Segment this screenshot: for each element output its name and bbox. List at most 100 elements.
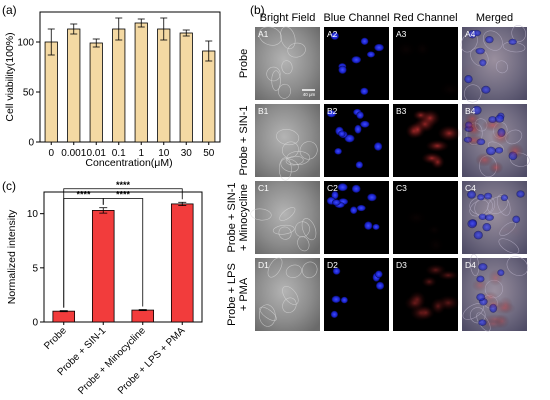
panel-b-red-signal	[427, 236, 445, 254]
panel-b-tile-label: B2	[327, 106, 338, 116]
panel-b-red-signal	[506, 143, 524, 159]
panel-b-red-signal	[419, 109, 441, 127]
panel-b-cell-outline	[299, 141, 318, 160]
panel-c-y-axis-label: Normalized intensity	[6, 209, 18, 304]
panel-c-significance-bracket	[63, 188, 183, 308]
panel-b-tile-label: D1	[258, 260, 269, 270]
panel-b-red-signal	[488, 269, 504, 287]
panel-b-cell-outline	[280, 158, 299, 173]
panel-c-significance-label: ****	[116, 180, 131, 190]
panel-b-cell-outline	[482, 30, 503, 51]
panel-b-nucleus	[332, 267, 341, 275]
panel-b-cell-outline	[496, 194, 511, 216]
panel-b-nucleus	[344, 134, 355, 143]
panel-b-cell-outline	[258, 26, 282, 46]
panel-c-y-tick-label: 10	[27, 209, 39, 220]
panel-b-nucleus	[472, 105, 482, 115]
panel-b-tile-label: C1	[258, 183, 269, 193]
panel-b-nucleus	[375, 281, 385, 290]
panel-b-cell-outline	[259, 306, 277, 321]
panel-b-nucleus	[331, 295, 341, 303]
panel-b-row-label: Probe	[238, 49, 250, 78]
panel-b-tile: A1 40 μm	[255, 26, 320, 100]
panel-b-nucleus	[372, 223, 380, 230]
panel-b-cell-outline	[469, 307, 486, 324]
panel-b-red-signal	[494, 313, 510, 329]
panel-b-scale-bar-label: 40 μm	[303, 92, 316, 97]
panel-b-nucleus	[508, 38, 517, 45]
panel-a-y-tick-label: 0	[28, 138, 34, 149]
panel-b-nucleus	[467, 190, 476, 199]
panel-c-y-tick-label: 0	[32, 318, 38, 329]
panel-b-tile: D4	[462, 253, 529, 332]
panel-b-cell-outline	[285, 264, 302, 278]
panel-c-x-tick-label: Probe + Minocycline	[76, 325, 148, 397]
panel-a-x-tick-label: 30	[181, 148, 193, 159]
panel-b-nucleus	[494, 147, 504, 154]
panel-b-red-signal	[491, 127, 510, 145]
panel-b-tile-background	[255, 27, 320, 100]
panel-c-plot-frame	[43, 191, 203, 323]
panel-c-bar	[52, 310, 76, 323]
panel-b-cell-outline	[276, 129, 300, 146]
panel-c-significance-label: ****	[76, 190, 91, 200]
panel-b-red-signal	[464, 112, 481, 126]
panel-b-nucleus	[484, 214, 494, 221]
panel-b-cell-outline	[470, 47, 489, 67]
panel-b-nucleus	[338, 130, 346, 137]
panel-c-significance-label: ****	[116, 190, 131, 200]
panel-b-cell-outline	[498, 238, 520, 254]
panel-b-image-tiles: A1 40 μm A2 A3 A4 B1 B2 B3 B4 C1 C2 C3 C4 D1 D2 D3 D4	[250, 25, 530, 332]
panel-b-nucleus	[330, 31, 339, 40]
panel-b-tile-label: C4	[465, 183, 476, 193]
panel-b-row-label-line: Probe + SIN-1	[226, 182, 238, 252]
panel-b-red-signal	[437, 125, 461, 142]
panel-b-red-signal	[414, 41, 431, 58]
panel-b-column-header: Bright Field	[260, 12, 316, 24]
panel-b-red-signal	[475, 46, 490, 63]
panel-b-cell-outline	[258, 304, 276, 327]
panel-a-x-tick-label: 10	[158, 148, 170, 159]
panel-b-tile: D3	[393, 258, 461, 331]
panel-a-x-tick-label: 1	[138, 148, 144, 159]
panel-a-bar	[44, 41, 58, 143]
panel-b-nucleus	[485, 36, 494, 44]
panel-b-nucleus	[364, 221, 373, 230]
panel-b-cell-outline	[278, 226, 292, 240]
panel-a-x-tick-label: 0.001	[61, 148, 86, 159]
panel-b-cell-outline	[281, 141, 299, 159]
panel-b-nucleus	[366, 51, 375, 58]
panel-a-x-tick-label: 50	[203, 148, 215, 159]
panel-b-nucleus	[374, 43, 384, 52]
panel-b-tile: C1	[250, 181, 320, 254]
panel-c-bar	[170, 203, 194, 323]
panel-a-label: (a)	[2, 3, 17, 17]
panel-b-red-signal	[466, 123, 482, 137]
panel-b-nucleus	[334, 147, 342, 155]
panel-b-nucleus	[355, 161, 363, 169]
panel-b-tile-background	[255, 258, 320, 331]
panel-a-bar	[179, 32, 193, 143]
panel-a-x-tick-label: 0.1	[112, 148, 126, 159]
panel-b-nucleus	[482, 223, 492, 232]
panel-b-tile-label: A4	[465, 29, 476, 39]
panel-c-significance-bracket	[102, 198, 144, 307]
panel-b-column-header: Blue Channel	[323, 12, 389, 24]
panel-b-tile-label: B4	[465, 106, 476, 116]
panel-a-bar	[89, 42, 103, 143]
panel-b-nucleus	[367, 193, 377, 202]
panel-a-x-tick-label: 0	[48, 148, 54, 159]
panel-b-column-header: Red Channel	[393, 12, 457, 24]
panel-b-tile: D2	[324, 258, 389, 331]
panel-b-tile: B1	[255, 104, 320, 181]
panel-b-tile-label: A3	[396, 29, 407, 39]
panel-b-red-signal	[439, 81, 462, 98]
panel-b-tile-label: D2	[327, 260, 338, 270]
panel-b-tile: C4	[462, 181, 527, 254]
panel-a-plot-frame	[39, 11, 221, 143]
panel-b-cell-outline	[287, 42, 306, 58]
panel-b-nucleus	[360, 120, 370, 128]
panel-b-cell-outline	[506, 256, 529, 276]
